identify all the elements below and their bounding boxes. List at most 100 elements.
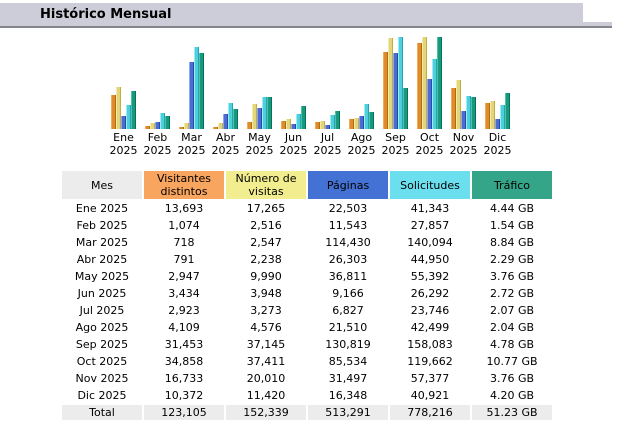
cell-visits: 4,576 <box>250 321 282 334</box>
bar-visitors <box>417 43 422 129</box>
bar-pages <box>325 125 330 129</box>
chart-bars <box>451 35 476 129</box>
bar-traffic <box>335 111 340 129</box>
cell-pages: 85,534 <box>328 355 368 368</box>
cell-hits: 119,662 <box>407 355 453 368</box>
cell-pages: 31,497 <box>328 372 368 385</box>
bar-traffic <box>165 116 170 129</box>
month-label: Oct 2025 <box>415 131 444 157</box>
bar-traffic <box>471 97 476 129</box>
col-header-hits: Solicitudes <box>390 171 470 199</box>
section-header-bar: Histórico Mensual <box>0 3 583 26</box>
cell-visitors: 791 <box>173 253 195 266</box>
cell-mes: Abr 2025 <box>76 253 128 266</box>
cell-traffic: 8.84 GB <box>489 236 535 249</box>
cell-hits: 27,857 <box>410 219 450 232</box>
cell-visits: 20,010 <box>246 372 286 385</box>
bar-pages <box>223 114 228 129</box>
month-label: Ene 2025 <box>109 131 138 157</box>
cell-mes: Total <box>62 405 142 420</box>
cell-traffic: 51.23 GB <box>472 405 552 420</box>
cell-mes: Jul 2025 <box>79 304 125 317</box>
monthly-history-chart: Ene 2025 Feb 2025 Mar 2025 Abr 2025 May 2025… <box>0 35 617 157</box>
cell-hits: 44,950 <box>410 253 450 266</box>
cell-hits: 778,216 <box>390 405 470 420</box>
cell-visits: 37,411 <box>246 355 286 368</box>
bar-visitors <box>213 127 218 129</box>
header-underline <box>0 26 612 28</box>
chart-bars <box>145 35 170 129</box>
bar-visits <box>116 87 121 129</box>
cell-visitors: 3,434 <box>168 287 200 300</box>
chart-month-group: Jun 2025 <box>280 35 308 157</box>
chart-month-group: Ene 2025 <box>110 35 138 157</box>
bar-visits <box>150 123 155 129</box>
table-row: Sep 2025 31,453 37,145 130,819 158,083 4.78 G… <box>62 337 552 352</box>
table-row: Ene 2025 13,693 17,265 22,503 41,343 4.44 GB <box>62 201 552 216</box>
cell-hits: 57,377 <box>410 372 450 385</box>
cell-mes: Sep 2025 <box>75 338 129 351</box>
bar-pages <box>291 124 296 129</box>
chart-bars <box>111 35 136 129</box>
table-total-row: Total 123,105 152,339 513,291 778,216 51.23 G… <box>62 405 552 420</box>
bar-traffic <box>437 37 442 129</box>
bar-traffic <box>505 93 510 129</box>
bar-visits <box>286 119 291 129</box>
chart-bars <box>247 35 272 129</box>
page-title: Histórico Mensual <box>40 7 172 22</box>
bar-pages <box>393 53 398 129</box>
cell-mes: Ene 2025 <box>75 202 129 215</box>
cell-mes: Nov 2025 <box>75 372 129 385</box>
cell-traffic: 2.29 GB <box>489 253 535 266</box>
bar-hits <box>262 97 267 129</box>
header-right-strip <box>583 22 612 26</box>
cell-visitors: 4,109 <box>168 321 200 334</box>
month-label: Feb 2025 <box>143 131 172 157</box>
bar-visitors <box>451 88 456 129</box>
cell-visits: 2,238 <box>250 253 282 266</box>
col-header-mes: Mes <box>62 171 142 199</box>
bar-traffic <box>199 53 204 129</box>
table-row: Jul 2025 2,923 3,273 6,827 23,746 2.07 GB <box>62 303 552 318</box>
month-label: Jul 2025 <box>313 131 342 157</box>
bar-hits <box>194 47 199 129</box>
cell-traffic: 4.20 GB <box>489 389 535 402</box>
cell-traffic: 3.76 GB <box>489 270 535 283</box>
month-label: Ago 2025 <box>347 131 376 157</box>
bar-visits <box>320 121 325 129</box>
cell-pages: 36,811 <box>328 270 368 283</box>
bar-visits <box>388 38 393 129</box>
cell-pages: 130,819 <box>325 338 371 351</box>
cell-pages: 16,348 <box>328 389 368 402</box>
cell-pages: 9,166 <box>332 287 364 300</box>
bar-hits <box>500 105 505 129</box>
month-label: Jun 2025 <box>279 131 308 157</box>
col-header-traffic: Tráfico <box>472 171 552 199</box>
chart-bars <box>383 35 408 129</box>
cell-hits: 40,921 <box>410 389 450 402</box>
cell-pages: 114,430 <box>325 236 371 249</box>
bar-pages <box>189 62 194 129</box>
bar-pages <box>257 108 262 129</box>
bar-visitors <box>281 121 286 129</box>
cell-visits: 3,273 <box>250 304 282 317</box>
month-label: Sep 2025 <box>381 131 410 157</box>
cell-traffic: 2.04 GB <box>489 321 535 334</box>
cell-visitors: 16,733 <box>164 372 204 385</box>
table-row: Oct 2025 34,858 37,411 85,534 119,662 10.77 G… <box>62 354 552 369</box>
chart-bars <box>179 35 204 129</box>
bar-pages <box>427 79 432 129</box>
cell-hits: 26,292 <box>410 287 450 300</box>
bar-pages <box>155 122 160 129</box>
bar-traffic <box>233 109 238 129</box>
cell-visitors: 13,693 <box>164 202 204 215</box>
table-row: Jun 2025 3,434 3,948 9,166 26,292 2.72 GB <box>62 286 552 301</box>
bar-hits <box>466 96 471 129</box>
bar-visitors <box>383 52 388 129</box>
bar-hits <box>126 105 131 129</box>
cell-visits: 2,516 <box>250 219 282 232</box>
table-row: Nov 2025 16,733 20,010 31,497 57,377 3.76 GB <box>62 371 552 386</box>
bar-visitors <box>485 103 490 129</box>
cell-traffic: 1.54 GB <box>489 219 535 232</box>
bar-pages <box>121 116 126 129</box>
